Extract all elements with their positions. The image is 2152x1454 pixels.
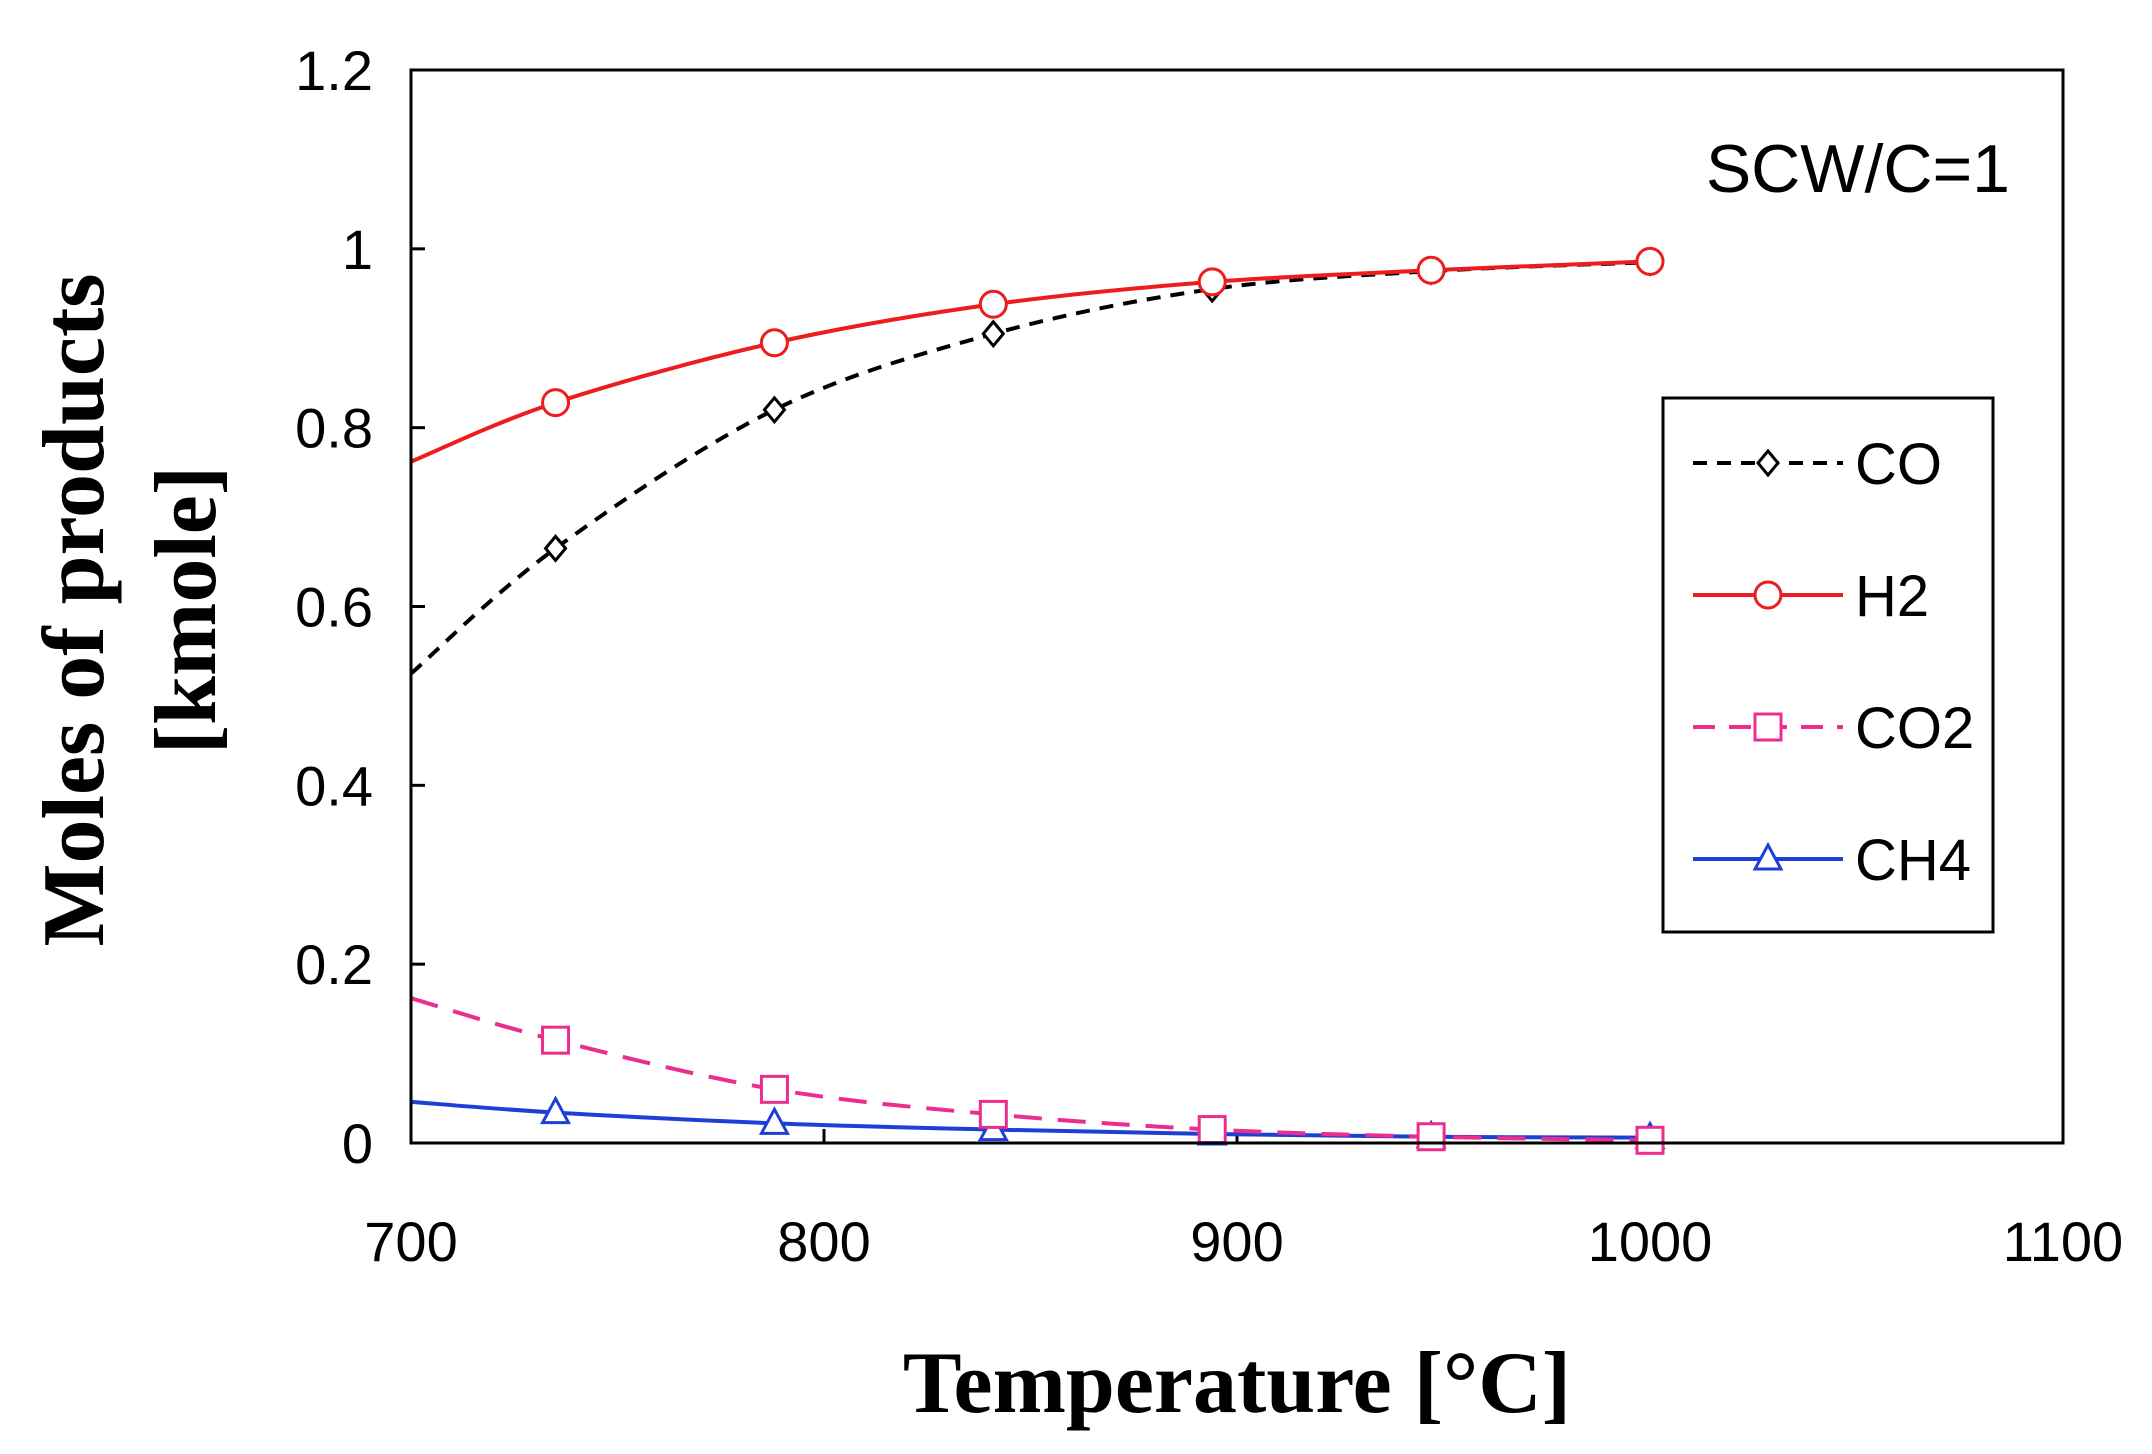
legend-label-co: CO <box>1855 432 1942 497</box>
legend-marker-co <box>1756 448 1780 478</box>
y-tick-label: 0.8 <box>295 397 373 460</box>
data-point-h2 <box>541 388 571 418</box>
data-point-co2 <box>541 1025 571 1055</box>
x-tick-label: 700 <box>364 1210 457 1273</box>
data-point-h2 <box>759 328 789 358</box>
legend-label-ch4: CH4 <box>1855 828 1971 893</box>
legend-marker-h2 <box>1753 580 1783 610</box>
tick-labels: 0 0.2 0.4 0.6 0.8 1 1.2 700 800 900 1000 1100 <box>295 39 2123 1273</box>
data-point-co <box>762 395 787 425</box>
data-point-h2 <box>1197 267 1227 297</box>
chart-annotation: SCW/C=1 <box>1706 131 2010 207</box>
y-tick-label: 0 <box>342 1112 373 1175</box>
y-axis-title-line2: [kmole] <box>138 466 235 754</box>
x-tick-label: 900 <box>1190 1210 1283 1273</box>
data-point-h2 <box>1635 246 1665 276</box>
legend-label-h2: H2 <box>1855 564 1929 629</box>
data-point-co2 <box>1416 1122 1446 1152</box>
data-point-h2 <box>978 289 1008 319</box>
x-tick-label: 1100 <box>2003 1210 2123 1273</box>
data-point-co2 <box>759 1074 789 1104</box>
series-line-co <box>409 260 1651 676</box>
y-tick-label: 0.4 <box>295 754 373 817</box>
data-point-co2 <box>1197 1115 1227 1145</box>
plot-frame <box>409 68 2065 1145</box>
y-tick-label: 1 <box>342 218 373 281</box>
data-point-co2 <box>1635 1125 1665 1155</box>
y-tick-label: 0.6 <box>295 576 373 639</box>
series-line-ch4 <box>410 1099 1651 1140</box>
x-tick-label: 1000 <box>1588 1210 1713 1273</box>
x-axis-title: Temperature [°C] <box>903 1335 1571 1432</box>
series-line-co2 <box>410 996 1651 1143</box>
data-point-co <box>981 319 1006 349</box>
legend-marker-ch4 <box>1752 841 1784 871</box>
series-layer <box>409 246 1666 1155</box>
y-axis-title-line1: Moles of products <box>26 273 123 946</box>
y-tick-label: 0.2 <box>295 933 373 996</box>
data-point-ch4 <box>540 1095 572 1125</box>
data-point-h2 <box>1416 255 1446 285</box>
legend-box <box>1661 396 1995 934</box>
legend: CO H2 CO2 CH4 <box>1661 396 1995 934</box>
x-tick-label: 800 <box>777 1210 870 1273</box>
legend-label-co2: CO2 <box>1855 696 1974 761</box>
data-point-ch4 <box>758 1106 790 1135</box>
legend-marker-co2 <box>1753 712 1783 742</box>
data-point-co2 <box>978 1099 1008 1129</box>
series-line-h2 <box>410 259 1651 464</box>
y-tick-label: 1.2 <box>295 39 373 102</box>
data-point-co <box>543 534 568 563</box>
